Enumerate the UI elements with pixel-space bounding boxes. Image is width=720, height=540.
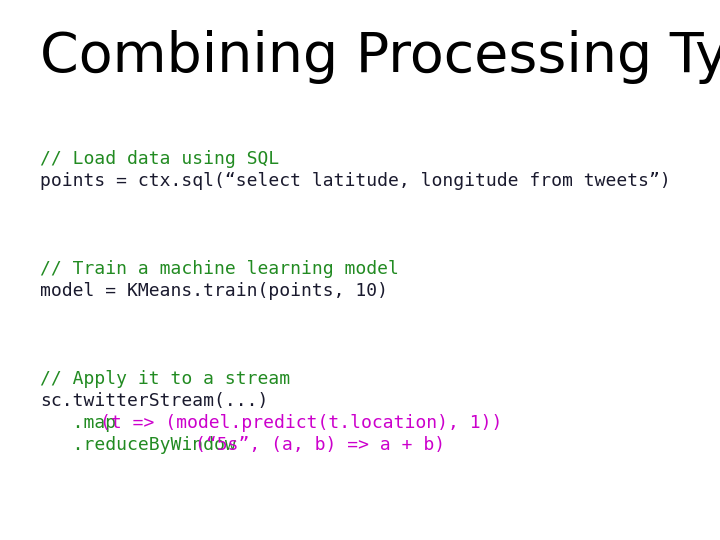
Text: .map: .map (40, 414, 116, 432)
Text: (“5s”, (a, b) => a + b): (“5s”, (a, b) => a + b) (195, 436, 445, 454)
Text: Combining Processing Types: Combining Processing Types (40, 30, 720, 84)
Text: sc.twitterStream(...): sc.twitterStream(...) (40, 392, 269, 410)
Text: model = KMeans.train(points, 10): model = KMeans.train(points, 10) (40, 282, 388, 300)
Text: (t => (model.predict(t.location), 1)): (t => (model.predict(t.location), 1)) (100, 414, 503, 432)
Text: .reduceByWindow: .reduceByWindow (40, 436, 235, 454)
Text: // Train a machine learning model: // Train a machine learning model (40, 260, 399, 278)
Text: // Load data using SQL: // Load data using SQL (40, 150, 279, 168)
Text: // Apply it to a stream: // Apply it to a stream (40, 370, 290, 388)
Text: points = ctx.sql(“select latitude, longitude from tweets”): points = ctx.sql(“select latitude, longi… (40, 172, 671, 190)
